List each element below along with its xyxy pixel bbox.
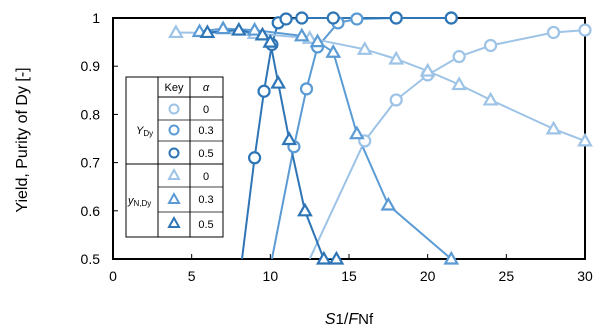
data-point-circle bbox=[281, 13, 292, 24]
data-point-triangle bbox=[359, 43, 371, 54]
legend-alpha-value: 0.3 bbox=[198, 194, 213, 206]
data-point-triangle bbox=[249, 24, 261, 35]
data-point-triangle bbox=[233, 24, 245, 35]
data-point-triangle bbox=[453, 79, 465, 90]
data-point-circle bbox=[259, 86, 270, 97]
legend-header-alpha: α bbox=[203, 82, 210, 94]
data-point-triangle bbox=[283, 133, 295, 144]
x-tick-label: 15 bbox=[341, 268, 357, 284]
y-tick-label: 0.6 bbox=[81, 203, 101, 219]
legend-alpha-value: 0 bbox=[203, 171, 209, 183]
data-point-triangle bbox=[296, 30, 308, 41]
x-tick-label: 30 bbox=[577, 268, 593, 284]
data-point-triangle bbox=[579, 135, 591, 146]
series-markers bbox=[170, 13, 591, 264]
data-point-triangle bbox=[201, 26, 213, 37]
legend-key-table: Key α YDy yN,Dy 0 0.3 0.5 0 0.3 0.5 bbox=[126, 77, 223, 237]
data-point-triangle bbox=[422, 65, 434, 76]
y-tick-label: 0.8 bbox=[81, 106, 101, 122]
x-tick-label: 0 bbox=[109, 268, 117, 284]
data-point-circle bbox=[580, 25, 591, 36]
data-point-triangle bbox=[327, 46, 339, 57]
data-point-circle bbox=[249, 152, 260, 163]
data-point-circle bbox=[446, 13, 457, 24]
data-point-triangle bbox=[351, 128, 363, 138]
legend-marker-circle bbox=[170, 149, 179, 158]
x-tick-label: 10 bbox=[263, 268, 279, 284]
data-point-triangle bbox=[485, 94, 497, 105]
data-point-triangle bbox=[330, 253, 342, 264]
y-axis-title: Yield, Purity of Dy [-] bbox=[14, 67, 31, 212]
data-point-triangle bbox=[272, 77, 284, 88]
legend-alpha-value: 0 bbox=[203, 104, 209, 116]
y-tick-label: 0.9 bbox=[81, 58, 101, 74]
series-lines bbox=[176, 18, 585, 259]
data-point-circle bbox=[454, 51, 465, 62]
x-axis-title: S1/FNf bbox=[325, 311, 374, 328]
data-point-triangle bbox=[170, 26, 182, 37]
data-point-circle bbox=[548, 27, 559, 38]
series-line bbox=[310, 30, 585, 259]
series-layer bbox=[170, 13, 591, 264]
legend-alpha-value: 0.3 bbox=[198, 125, 213, 137]
data-point-triangle bbox=[217, 23, 229, 34]
y-tick-label: 0.5 bbox=[81, 251, 101, 267]
legend-marker-circle bbox=[170, 126, 179, 135]
legend-alpha-value: 0.5 bbox=[198, 219, 213, 231]
data-point-triangle bbox=[390, 53, 402, 64]
legend-marker-circle bbox=[170, 105, 179, 114]
data-point-circle bbox=[351, 13, 362, 24]
series-line bbox=[176, 33, 585, 141]
data-point-triangle bbox=[382, 199, 394, 210]
legend-alpha-value: 0.5 bbox=[198, 148, 213, 160]
data-point-circle bbox=[485, 40, 496, 51]
data-point-circle bbox=[391, 94, 402, 105]
x-tick-label: 5 bbox=[188, 268, 196, 284]
series-line bbox=[207, 30, 336, 259]
data-point-circle bbox=[391, 13, 402, 24]
data-point-triangle bbox=[318, 253, 330, 264]
legend-header-key: Key bbox=[165, 82, 184, 94]
x-tick-label: 25 bbox=[499, 268, 515, 284]
data-point-circle bbox=[296, 13, 307, 24]
x-tick-label: 20 bbox=[420, 268, 436, 284]
y-tick-label: 1 bbox=[92, 10, 100, 26]
data-point-circle bbox=[301, 83, 312, 94]
y-tick-label: 0.7 bbox=[81, 155, 101, 171]
data-point-triangle bbox=[548, 123, 560, 134]
data-point-circle bbox=[328, 13, 339, 24]
data-point-triangle bbox=[299, 205, 311, 216]
